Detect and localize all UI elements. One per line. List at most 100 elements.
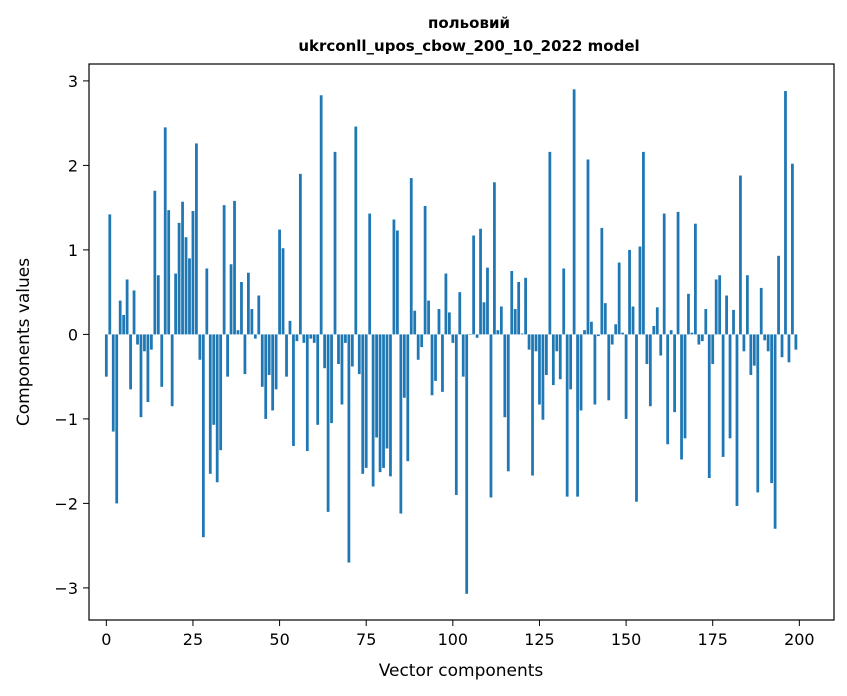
- bar-88: [409, 178, 413, 335]
- bar-18: [167, 210, 171, 335]
- bar-124: [534, 334, 538, 352]
- bar-90: [416, 334, 420, 360]
- bar-33: [219, 334, 223, 451]
- bar-22: [181, 201, 184, 335]
- bar-106: [472, 235, 476, 335]
- bar-148: [617, 262, 621, 335]
- bar-17: [163, 127, 167, 335]
- bar-27: [198, 334, 202, 360]
- y-axis-label: Components values: [14, 258, 34, 426]
- bar-101: [454, 334, 458, 495]
- bar-77: [371, 334, 375, 487]
- bar-102: [458, 292, 462, 335]
- bar-119: [517, 282, 521, 335]
- bar-164: [673, 334, 676, 413]
- bar-147: [614, 324, 618, 335]
- bar-111: [489, 334, 493, 498]
- bar-171: [697, 334, 701, 345]
- bar-46: [264, 334, 268, 419]
- bar-136: [576, 334, 579, 497]
- bar-121: [524, 277, 527, 335]
- bar-78: [375, 334, 378, 438]
- bar-12: [146, 334, 150, 402]
- bar-128: [548, 151, 552, 335]
- bar-85: [399, 334, 403, 514]
- bar-4: [118, 300, 122, 335]
- bar-29: [205, 268, 209, 335]
- bar-7: [129, 334, 132, 390]
- bar-190: [763, 334, 767, 341]
- bar-140: [590, 321, 593, 335]
- bar-50: [278, 229, 281, 335]
- bar-66: [333, 151, 337, 335]
- bar-161: [662, 213, 666, 335]
- bar-162: [666, 334, 670, 445]
- bar-199: [794, 334, 798, 350]
- bar-99: [447, 312, 451, 335]
- bar-0: [104, 334, 108, 377]
- y-tick-label: 2: [68, 156, 78, 175]
- bar-93: [427, 300, 430, 335]
- bar-49: [274, 334, 278, 390]
- bar-52: [285, 334, 288, 377]
- bar-188: [756, 334, 760, 493]
- bar-169: [690, 332, 694, 335]
- bar-65: [330, 334, 333, 424]
- bar-44: [257, 295, 261, 335]
- bar-138: [583, 330, 586, 335]
- bar-103: [461, 334, 465, 377]
- x-tick-label: 150: [611, 630, 642, 649]
- y-tick-label: 3: [68, 72, 78, 91]
- bar-59: [309, 334, 313, 339]
- bar-69: [344, 334, 347, 343]
- bar-24: [188, 258, 191, 335]
- bar-156: [645, 334, 649, 364]
- bar-132: [562, 268, 566, 335]
- bar-58: [305, 334, 309, 452]
- bar-2: [111, 334, 115, 432]
- bar-112: [493, 182, 496, 335]
- bar-21: [177, 222, 181, 335]
- x-axis-ticks: 0 25 50 75 100 125 150 175 200: [101, 620, 815, 649]
- bar-54: [292, 334, 295, 446]
- bar-145: [607, 334, 611, 401]
- bar-189: [759, 287, 763, 335]
- bar-180: [728, 334, 732, 439]
- bar-107: [475, 334, 479, 338]
- bar-143: [600, 227, 604, 335]
- bar-176: [714, 279, 718, 335]
- bar-195: [780, 334, 784, 358]
- bar-67: [337, 334, 340, 364]
- bar-134: [569, 334, 573, 390]
- bar-155: [642, 151, 645, 335]
- bar-157: [648, 334, 652, 407]
- bar-51: [281, 248, 285, 335]
- bar-71: [350, 334, 354, 367]
- bar-126: [541, 334, 545, 420]
- bar-142: [596, 334, 600, 337]
- bar-181: [732, 309, 735, 335]
- bar-130: [555, 334, 559, 352]
- bar-122: [527, 334, 531, 350]
- bar-76: [368, 213, 372, 335]
- bar-159: [655, 307, 659, 335]
- bar-167: [683, 334, 687, 439]
- bar-150: [624, 334, 628, 419]
- bar-110: [486, 267, 489, 335]
- bar-38: [236, 330, 240, 335]
- x-tick-label: 100: [438, 630, 469, 649]
- bar-16: [160, 334, 164, 387]
- bar-40: [243, 334, 247, 375]
- bar-84: [396, 230, 399, 335]
- bar-9: [136, 334, 139, 345]
- bar-185: [745, 275, 749, 335]
- x-axis-label: Vector components: [379, 661, 544, 681]
- bar-174: [707, 334, 711, 479]
- bar-131: [558, 334, 562, 380]
- bar-197: [787, 334, 791, 363]
- bar-83: [392, 219, 396, 335]
- bar-165: [676, 211, 680, 335]
- bar-192: [770, 334, 774, 484]
- x-tick-label: 75: [356, 630, 376, 649]
